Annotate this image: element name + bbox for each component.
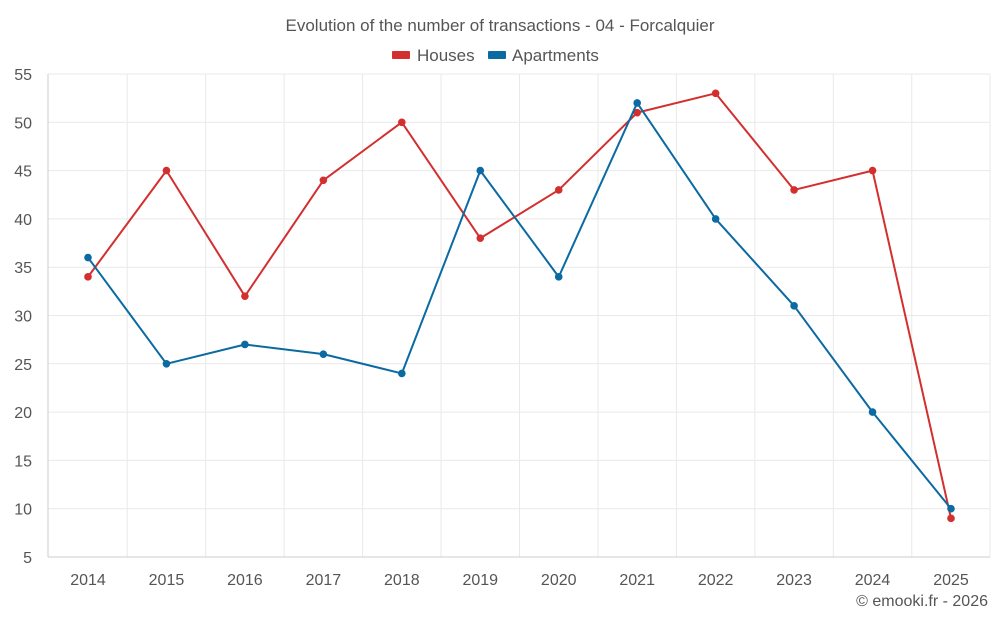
data-point-houses[interactable]	[241, 292, 249, 300]
y-tick-label: 10	[14, 502, 32, 519]
data-point-houses[interactable]	[711, 89, 720, 98]
legend-item-apartments[interactable]: Apartments	[488, 46, 599, 65]
series-line-houses	[87, 92, 952, 519]
legend-label: Houses	[417, 46, 475, 65]
data-point-houses[interactable]	[947, 514, 955, 523]
y-tick-label: 45	[14, 164, 32, 181]
data-point-apartments[interactable]	[711, 215, 720, 223]
data-point-apartments[interactable]	[790, 302, 798, 310]
data-point-houses[interactable]	[398, 118, 406, 127]
data-point-apartments[interactable]	[84, 253, 92, 262]
data-point-apartments[interactable]	[241, 340, 249, 349]
data-point-apartments[interactable]	[476, 166, 485, 175]
data-point-apartments[interactable]	[554, 273, 563, 281]
data-point-apartments[interactable]	[868, 408, 877, 416]
data-point-houses[interactable]	[84, 273, 92, 281]
x-tick-label: 2022	[698, 572, 734, 589]
series-houses	[84, 89, 955, 523]
data-point-houses[interactable]	[633, 108, 641, 117]
y-tick-label: 5	[23, 550, 32, 567]
data-point-houses[interactable]	[319, 176, 328, 185]
legend[interactable]: Houses Apartments	[392, 46, 599, 65]
data-point-apartments[interactable]	[633, 99, 641, 107]
x-tick-label: 2015	[149, 572, 185, 589]
grid	[47, 73, 991, 557]
x-tick-label: 2017	[306, 572, 342, 589]
y-tick-label: 20	[14, 405, 32, 422]
y-axis-ticks: 5 10 15 20 25 30 35 40 45 50 55	[14, 67, 32, 567]
y-tick-label: 50	[14, 115, 32, 132]
x-axis-ticks: 2014 2015 2016 2017 2018 2019 2020 2021 2022 2023…	[70, 572, 969, 589]
series-apartments	[84, 99, 955, 513]
legend-item-houses[interactable]: Houses	[392, 46, 475, 65]
y-tick-label: 55	[14, 67, 32, 84]
series-line-apartments	[87, 101, 952, 510]
data-point-apartments[interactable]	[319, 350, 328, 358]
legend-swatch	[392, 51, 410, 59]
y-tick-label: 35	[14, 260, 32, 277]
axes	[47, 74, 990, 558]
x-tick-label: 2024	[855, 572, 891, 589]
data-point-apartments[interactable]	[162, 360, 171, 368]
data-point-houses[interactable]	[790, 186, 798, 194]
x-tick-label: 2019	[462, 572, 498, 589]
credit-text: © emooki.fr - 2026	[856, 593, 988, 610]
x-tick-label: 2014	[70, 572, 106, 589]
data-point-apartments[interactable]	[398, 369, 406, 378]
x-tick-label: 2018	[384, 572, 420, 589]
data-point-houses[interactable]	[476, 234, 485, 243]
y-tick-label: 30	[14, 309, 32, 326]
chart-title: Evolution of the number of transactions …	[286, 16, 715, 35]
data-point-houses[interactable]	[162, 166, 171, 175]
data-point-apartments[interactable]	[947, 504, 955, 513]
legend-label: Apartments	[512, 46, 599, 65]
x-tick-label: 2023	[776, 572, 812, 589]
x-tick-label: 2021	[619, 572, 655, 589]
data-point-houses[interactable]	[554, 186, 563, 194]
x-tick-label: 2016	[227, 572, 263, 589]
y-tick-label: 25	[14, 357, 32, 374]
legend-swatch	[488, 51, 506, 59]
series-group	[84, 89, 955, 523]
data-point-houses[interactable]	[868, 166, 877, 175]
y-tick-label: 40	[14, 212, 32, 229]
x-tick-label: 2020	[541, 572, 577, 589]
y-tick-label: 15	[14, 453, 32, 470]
x-tick-label: 2025	[933, 572, 969, 589]
